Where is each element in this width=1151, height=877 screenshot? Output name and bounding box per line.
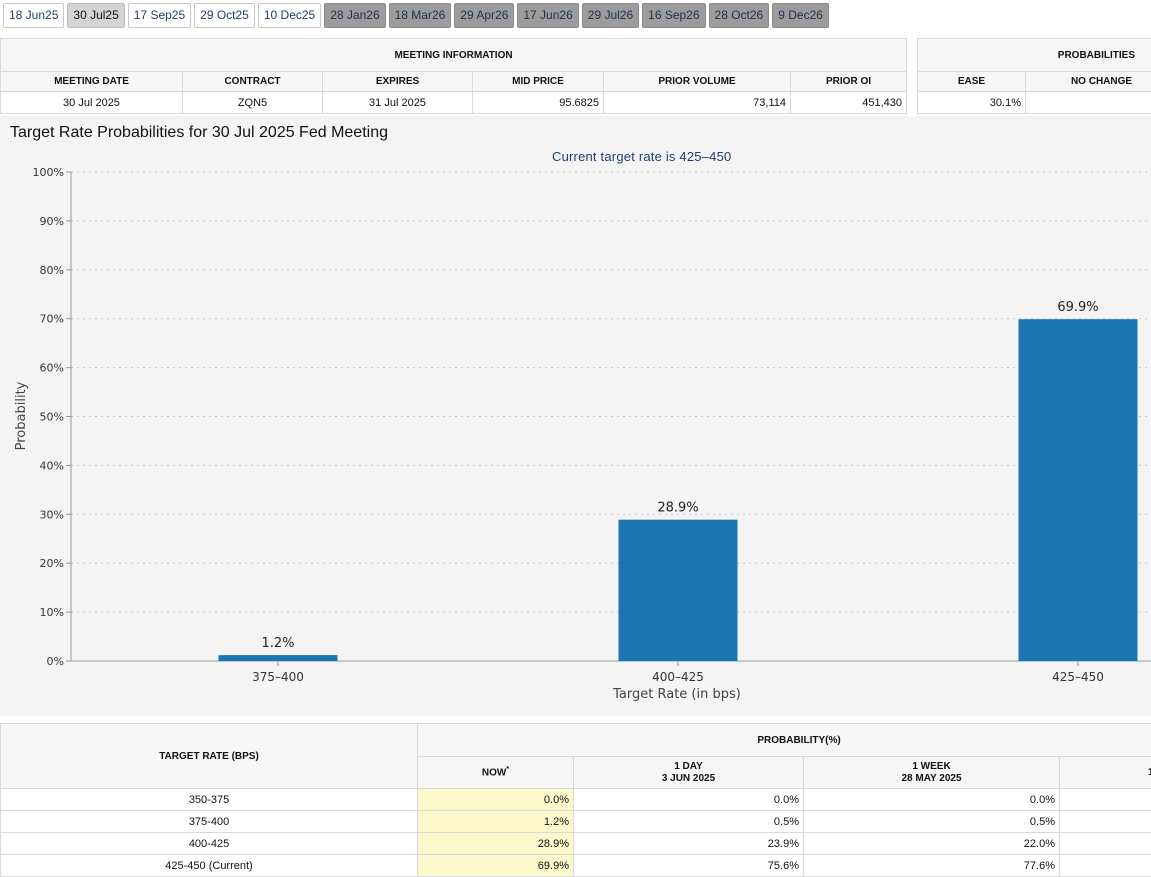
y-tick-label: 90% bbox=[40, 215, 64, 228]
header-expires: EXPIRES bbox=[323, 72, 473, 92]
one-week-cell: 77.6% bbox=[804, 855, 1060, 877]
tab-29-jul26[interactable]: 29 Jul26 bbox=[582, 3, 639, 28]
header-1-week-line1: 1 WEEK bbox=[808, 761, 1055, 773]
one-day-cell: 0.5% bbox=[574, 811, 804, 833]
probabilities-title: PROBABILITIES bbox=[918, 39, 1151, 72]
table-row: 30 Jul 2025 ZQN5 31 Jul 2025 95.6825 73,… bbox=[1, 92, 907, 114]
mid-price-value: 95.6825 bbox=[473, 92, 604, 114]
one-week-cell: 0.5% bbox=[804, 811, 1060, 833]
tab-28-jan26[interactable]: 28 Jan26 bbox=[324, 3, 385, 28]
table-row: 30.1% bbox=[918, 92, 1151, 114]
expires-value: 31 Jul 2025 bbox=[323, 92, 473, 114]
contract-value: ZQN5 bbox=[183, 92, 323, 114]
ease-value: 30.1% bbox=[918, 92, 1026, 114]
now-cell: 28.9% bbox=[418, 833, 574, 855]
header-partial-column: 1 bbox=[1060, 757, 1151, 789]
meeting-date-value: 30 Jul 2025 bbox=[1, 92, 183, 114]
table-row: 425-450 (Current) 69.9% 75.6% 77.6% bbox=[1, 855, 1151, 877]
now-cell: 69.9% bbox=[418, 855, 574, 877]
tab-10-dec25[interactable]: 10 Dec25 bbox=[258, 3, 321, 28]
probabilities-table: PROBABILITIES EASE NO CHANGE 30.1% bbox=[917, 38, 1151, 114]
one-day-cell: 75.6% bbox=[574, 855, 804, 877]
header-contract: CONTRACT bbox=[183, 72, 323, 92]
tab-16-sep26[interactable]: 16 Sep26 bbox=[642, 3, 705, 28]
y-tick-label: 60% bbox=[40, 362, 64, 375]
partial-cell bbox=[1060, 855, 1151, 877]
now-cell: 0.0% bbox=[418, 789, 574, 811]
y-tick-label: 20% bbox=[40, 557, 64, 570]
y-tick-label: 0% bbox=[47, 655, 64, 668]
one-week-cell: 22.0% bbox=[804, 833, 1060, 855]
one-day-cell: 23.9% bbox=[574, 833, 804, 855]
y-tick-label: 100% bbox=[33, 166, 64, 179]
rate-cell: 375-400 bbox=[1, 811, 418, 833]
bar bbox=[219, 655, 338, 661]
y-tick-label: 50% bbox=[40, 411, 64, 424]
chart-title: Target Rate Probabilities for 30 Jul 202… bbox=[10, 124, 388, 142]
header-1-day-line1: 1 DAY bbox=[578, 761, 799, 773]
now-marker: * bbox=[506, 766, 509, 773]
y-tick-label: 70% bbox=[40, 313, 64, 326]
bar bbox=[1019, 319, 1138, 661]
x-axis-title: Target Rate (in bps) bbox=[612, 687, 741, 702]
bar bbox=[619, 520, 738, 661]
tab-29-apr26[interactable]: 29 Apr26 bbox=[454, 3, 514, 28]
partial-cell bbox=[1060, 833, 1151, 855]
table-row: 350-375 0.0% 0.0% 0.0% bbox=[1, 789, 1151, 811]
x-tick-label: 375–400 bbox=[252, 670, 304, 684]
header-no-change: NO CHANGE bbox=[1026, 72, 1151, 92]
meeting-information-title: MEETING INFORMATION bbox=[1, 39, 907, 72]
target-rate-chart: 0% 10% 20% 30% 40% 50% 60% 70% 80% 90% 100% 1.2% 375… bbox=[0, 116, 1151, 716]
tab-29-oct25[interactable]: 29 Oct25 bbox=[194, 3, 255, 28]
rate-cell: 425-450 (Current) bbox=[1, 855, 418, 877]
bar-data-label: 69.9% bbox=[1057, 300, 1098, 315]
tab-17-jun26[interactable]: 17 Jun26 bbox=[517, 3, 578, 28]
prior-volume-value: 73,114 bbox=[604, 92, 791, 114]
header-ease: EASE bbox=[918, 72, 1026, 92]
header-prior-oi: PRIOR OI bbox=[791, 72, 907, 92]
header-1-week-line2: 28 MAY 2025 bbox=[808, 773, 1055, 785]
header-meeting-date: MEETING DATE bbox=[1, 72, 183, 92]
bar-chart-svg: 0% 10% 20% 30% 40% 50% 60% 70% 80% 90% 100% 1.2% 375… bbox=[0, 116, 1151, 716]
bar-data-label: 1.2% bbox=[261, 636, 294, 651]
now-label: NOW bbox=[482, 768, 506, 779]
y-tick-label: 30% bbox=[40, 508, 64, 521]
rate-cell: 400-425 bbox=[1, 833, 418, 855]
tab-28-oct26[interactable]: 28 Oct26 bbox=[709, 3, 770, 28]
meeting-information-table: MEETING INFORMATION MEETING DATE CONTRAC… bbox=[0, 38, 907, 114]
no-change-value bbox=[1026, 92, 1151, 114]
one-week-cell: 0.0% bbox=[804, 789, 1060, 811]
tab-17-sep25[interactable]: 17 Sep25 bbox=[128, 3, 191, 28]
header-prior-volume: PRIOR VOLUME bbox=[604, 72, 791, 92]
y-tick-label: 80% bbox=[40, 264, 64, 277]
header-probability: PROBABILITY(%) bbox=[418, 724, 1151, 757]
prior-oi-value: 451,430 bbox=[791, 92, 907, 114]
bar-data-label: 28.9% bbox=[657, 501, 698, 516]
x-tick-label: 425–450 bbox=[1052, 670, 1104, 684]
table-row: 375-400 1.2% 0.5% 0.5% bbox=[1, 811, 1151, 833]
partial-cell bbox=[1060, 789, 1151, 811]
y-tick-label: 10% bbox=[40, 606, 64, 619]
table-row: 400-425 28.9% 23.9% 22.0% bbox=[1, 833, 1151, 855]
now-cell: 1.2% bbox=[418, 811, 574, 833]
rate-cell: 350-375 bbox=[1, 789, 418, 811]
one-day-cell: 0.0% bbox=[574, 789, 804, 811]
header-mid-price: MID PRICE bbox=[473, 72, 604, 92]
chart-subtitle: Current target rate is 425–450 bbox=[552, 149, 731, 164]
tab-9-dec26[interactable]: 9 Dec26 bbox=[772, 3, 829, 28]
tab-18-jun25[interactable]: 18 Jun25 bbox=[3, 3, 64, 28]
header-now: NOW* bbox=[418, 757, 574, 789]
y-tick-label: 40% bbox=[40, 459, 64, 472]
target-rate-probability-table: TARGET RATE (BPS) PROBABILITY(%) NOW* 1 … bbox=[0, 723, 1151, 877]
header-target-rate: TARGET RATE (BPS) bbox=[1, 724, 418, 789]
y-axis-title: Probability bbox=[14, 381, 29, 450]
tab-30-jul25[interactable]: 30 Jul25 bbox=[67, 3, 124, 28]
header-1-day-line2: 3 JUN 2025 bbox=[578, 773, 799, 785]
partial-cell bbox=[1060, 811, 1151, 833]
x-tick-label: 400–425 bbox=[652, 670, 704, 684]
tab-18-mar26[interactable]: 18 Mar26 bbox=[389, 3, 452, 28]
